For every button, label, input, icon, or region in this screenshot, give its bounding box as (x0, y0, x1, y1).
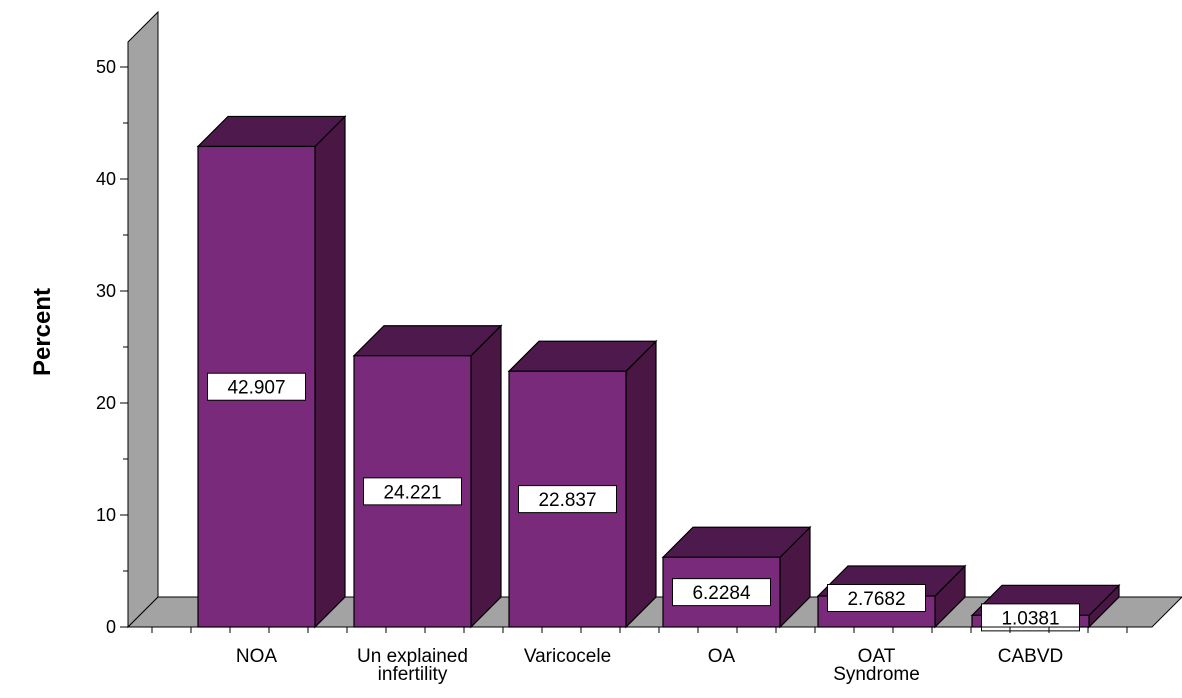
back-wall (127, 10, 159, 629)
y-axis: 0 10 20 30 40 50 (96, 42, 129, 637)
data-label-text: 1.0381 (1001, 608, 1059, 629)
data-label: 24.221 (363, 477, 462, 506)
bar-2: 22.837 (507, 339, 658, 629)
data-label-text: 2.7682 (847, 589, 905, 610)
y-tick-label: 50 (96, 57, 116, 77)
x-category-label: OAT Syndrome (833, 646, 920, 685)
data-label: 6.2284 (672, 578, 771, 607)
bar-3: 6.2284 (661, 525, 812, 629)
bar-5: 1.0381 (970, 583, 1121, 632)
x-category-label: NOA (236, 646, 278, 667)
data-label-text: 6.2284 (692, 583, 751, 604)
bar-0: 42.907 (196, 114, 347, 629)
data-label-text: 22.837 (538, 490, 596, 511)
data-label-box (981, 603, 1080, 632)
y-tick-label: 10 (96, 505, 116, 525)
data-label: 42.907 (207, 372, 306, 401)
y-tick-label: 40 (96, 169, 116, 189)
bar-4: 2.7682 (816, 564, 967, 629)
bar-side (470, 324, 502, 629)
data-label-text: 24.221 (383, 482, 441, 503)
data-label: 22.837 (518, 485, 617, 514)
data-label-box (207, 372, 306, 401)
bars-group: 42.907 24.221 22.837 6.2284 2.7682 1.0381 (196, 114, 1121, 632)
y-tick-label: 30 (96, 281, 116, 301)
x-category-label: Varicocele (524, 646, 611, 667)
data-label: 2.7682 (827, 583, 926, 612)
x-category-label: Un explained infertility (357, 646, 468, 685)
data-label-text: 42.907 (227, 378, 285, 399)
x-axis: NOA Un explained infertility Varicocele OA OA… (128, 626, 1152, 685)
data-label-box (363, 477, 462, 506)
x-category-label: CABVD (998, 646, 1063, 667)
y-tick-label: 20 (96, 393, 116, 413)
data-label: 1.0381 (981, 603, 1080, 632)
bar-1: 24.221 (352, 324, 503, 629)
data-label-box (518, 485, 617, 514)
x-category-label: OA (708, 646, 736, 667)
data-label-box (672, 578, 771, 607)
y-tick-label: 0 (106, 617, 116, 637)
y-axis-label: Percent (29, 288, 56, 376)
bar-side (314, 114, 346, 629)
data-label-box (827, 583, 926, 612)
bar-side (625, 339, 657, 629)
